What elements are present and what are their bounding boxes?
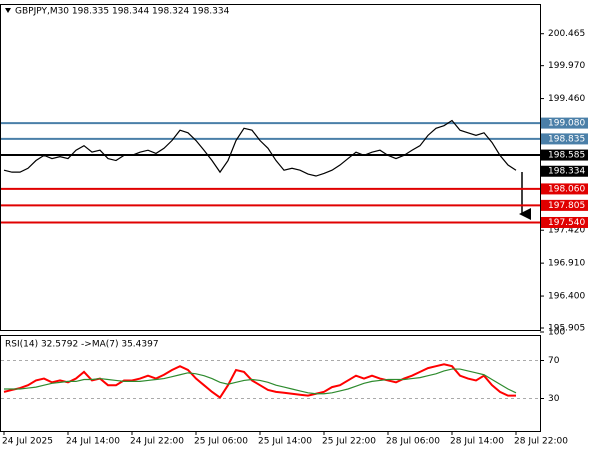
series-line	[4, 368, 517, 395]
y-tick-label: 196.400	[548, 292, 585, 302]
x-tick-label: 28 Jul 22:00	[514, 437, 568, 447]
y-tick-label: 197.420	[548, 226, 585, 236]
rsi-title: RSI(14) 32.5792 ->MA(7) 35.4397	[5, 340, 159, 350]
x-tick-label: 24 Jul 2025	[2, 437, 53, 447]
y-tick-label: 30	[548, 394, 560, 404]
chart-title: GBPJPY,M30 198.335 198.344 198.324 198.3…	[15, 7, 230, 17]
x-tick-label: 25 Jul 14:00	[258, 437, 312, 447]
y-tick-label: 196.910	[548, 259, 585, 269]
x-tick-label: 25 Jul 06:00	[194, 437, 248, 447]
current-price-label: 198.334	[548, 167, 585, 177]
current-price-bg	[541, 165, 588, 177]
series-line	[3, 363, 516, 399]
level-label: 198.835	[548, 134, 585, 144]
x-tick-label: 24 Jul 22:00	[130, 437, 184, 447]
level-label-bg	[541, 216, 588, 228]
y-tick-label: 195.905	[548, 323, 585, 333]
rsi-frame	[0, 335, 541, 432]
level-label-bg	[541, 133, 588, 145]
level-label-bg	[541, 199, 588, 211]
y-tick-label: 199.460	[548, 94, 585, 104]
price-frame	[0, 4, 541, 331]
level-label-bg	[541, 149, 588, 161]
level-label: 198.585	[548, 151, 585, 161]
level-label: 197.540	[548, 218, 585, 228]
x-tick-label: 25 Jul 22:00	[322, 437, 376, 447]
y-tick-label: 199.970	[548, 61, 585, 71]
level-label: 197.805	[548, 201, 585, 211]
level-label-bg	[541, 117, 588, 129]
level-label-bg	[541, 183, 588, 195]
x-tick-label: 28 Jul 14:00	[450, 437, 504, 447]
series-line	[3, 119, 517, 177]
y-tick-label: 200.465	[548, 29, 585, 39]
x-tick-label: 24 Jul 14:00	[66, 437, 120, 447]
x-tick-label: 28 Jul 06:00	[386, 437, 440, 447]
level-label: 198.060	[548, 184, 585, 194]
level-label: 199.080	[548, 119, 585, 129]
y-tick-label: 70	[548, 356, 560, 366]
menu-arrow[interactable]	[5, 8, 11, 13]
y-tick-label: 100	[548, 328, 565, 338]
